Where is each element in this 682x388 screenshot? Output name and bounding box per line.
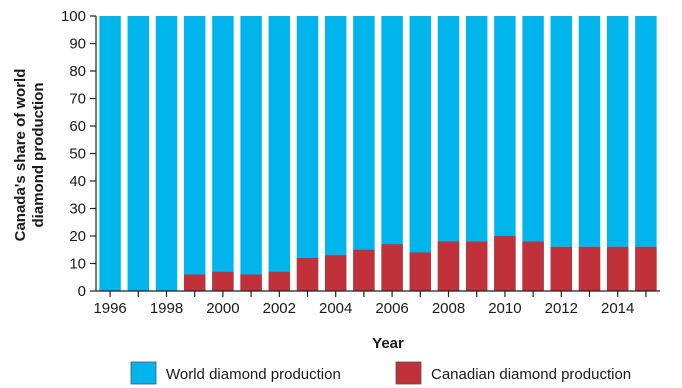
y-axis-title-line-1: Canada's share of world	[12, 69, 29, 242]
bar-world-2006	[381, 16, 403, 291]
bar-world-1997	[127, 16, 150, 291]
bar-world-2004	[324, 16, 347, 291]
bar-world-2002	[268, 16, 291, 291]
bar-canada-2005	[353, 249, 375, 291]
x-tick-label-2008: 2008	[432, 300, 465, 317]
bars-group	[99, 16, 657, 291]
y-tick-label-0: 0	[78, 283, 86, 300]
bar-world-2014	[606, 16, 629, 291]
bar-canada-2002	[268, 271, 291, 291]
x-tick-label-2006: 2006	[375, 300, 408, 317]
legend-label-canada: Canadian diamond production	[431, 366, 631, 383]
x-axis-title: Year	[372, 335, 404, 352]
x-axis: 1996 1998 2000 2002 2004 2006 2008 2010 2012 2014	[93, 290, 660, 317]
bar-world-2012	[550, 16, 573, 291]
bar-canada-1999	[183, 274, 206, 291]
y-axis-title-line-2: diamond production	[30, 83, 47, 228]
y-tick-label-50: 50	[69, 146, 86, 163]
bar-canada-2000	[212, 271, 234, 291]
bar-world-1998	[155, 16, 178, 291]
x-tick-label-2010: 2010	[488, 300, 521, 317]
y-tick-label-20: 20	[69, 228, 86, 245]
y-tick-label-90: 90	[69, 36, 86, 53]
legend: World diamond production Canadian diamon…	[130, 361, 631, 385]
bar-world-2008	[437, 16, 460, 291]
x-tick-label-2014: 2014	[601, 300, 634, 317]
bar-canada-2001	[240, 274, 262, 291]
bar-world-2003	[296, 16, 319, 291]
bar-canada-2012	[550, 247, 573, 291]
y-tick-label-100: 100	[61, 8, 86, 25]
x-tick-label-2012: 2012	[545, 300, 578, 317]
bar-world-2013	[578, 16, 601, 291]
y-tick-label-60: 60	[69, 118, 86, 135]
legend-swatch-canada	[395, 361, 422, 385]
bar-canada-2015	[635, 247, 657, 291]
bar-world-2005	[353, 16, 375, 291]
bar-world-2015	[635, 16, 657, 291]
y-tick-label-80: 80	[69, 63, 86, 80]
y-tick-label-10: 10	[69, 256, 86, 273]
x-tick-label-1996: 1996	[93, 300, 126, 317]
bar-canada-2011	[522, 241, 544, 291]
legend-swatch-world	[130, 361, 157, 385]
x-tick-label-2002: 2002	[263, 300, 296, 317]
x-tick-label-2004: 2004	[319, 300, 352, 317]
y-tick-label-70: 70	[69, 91, 86, 108]
bar-canada-2003	[296, 258, 319, 291]
bar-world-2001	[240, 16, 262, 291]
bar-world-1999	[183, 16, 206, 291]
legend-label-world: World diamond production	[166, 366, 341, 383]
bar-world-2000	[212, 16, 234, 291]
bar-canada-2007	[409, 252, 432, 291]
y-axis: 0 10 20 30 40 50 60 70 80 90 100	[61, 8, 97, 300]
y-axis-title: Canada's share of world diamond producti…	[12, 69, 47, 242]
y-tick-label-40: 40	[69, 173, 86, 190]
bar-world-2011	[522, 16, 544, 291]
bar-world-2010	[494, 16, 516, 291]
bar-canada-2014	[606, 247, 629, 291]
bar-canada-2013	[578, 247, 601, 291]
x-tick-label-1998: 1998	[150, 300, 183, 317]
bar-canada-2008	[437, 241, 460, 291]
bar-canada-2009	[465, 241, 488, 291]
bar-canada-2006	[381, 244, 403, 291]
bar-world-2009	[465, 16, 488, 291]
bar-world-1996	[99, 16, 121, 291]
y-tick-label-30: 30	[69, 201, 86, 218]
bar-canada-2010	[494, 236, 516, 291]
bar-world-2007	[409, 16, 432, 291]
x-tick-label-2000: 2000	[206, 300, 239, 317]
bar-canada-2004	[324, 255, 347, 291]
